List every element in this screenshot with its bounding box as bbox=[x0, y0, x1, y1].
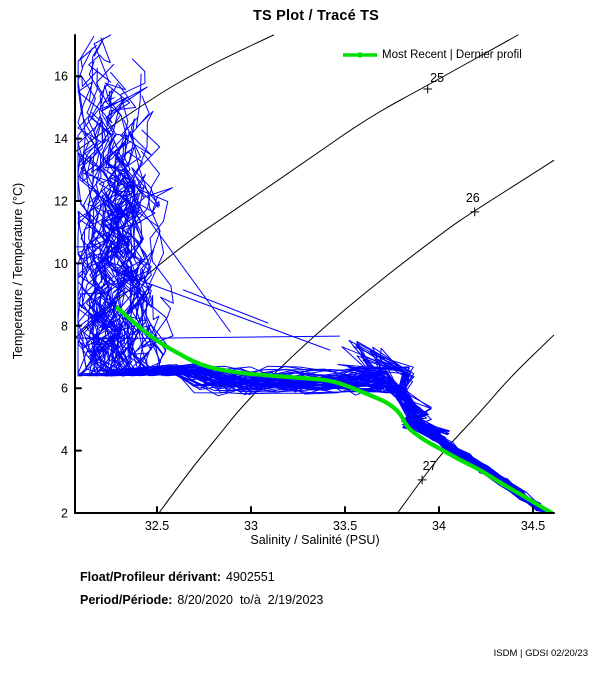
contour-marker-26 bbox=[470, 207, 480, 217]
float-id-line: Float/Profileur dérivant: 4902551 bbox=[80, 570, 275, 584]
contour-marker-27 bbox=[417, 475, 427, 485]
profile-line bbox=[111, 157, 549, 513]
profile-line bbox=[80, 111, 549, 513]
density-contour-24 bbox=[75, 34, 275, 152]
profile-line bbox=[95, 283, 523, 498]
profile-line bbox=[109, 172, 500, 480]
y-tick-label: 14 bbox=[54, 132, 68, 146]
credit-text: ISDM | GDSI 02/20/23 bbox=[493, 648, 588, 659]
profile-line bbox=[86, 72, 523, 497]
profile-outlier-segment bbox=[182, 289, 269, 324]
x-axis-label: Salinity / Salinité (PSU) bbox=[250, 533, 380, 547]
y-tick-label: 10 bbox=[54, 257, 68, 271]
plot-area bbox=[75, 34, 555, 513]
y-tick-label: 8 bbox=[61, 319, 68, 333]
profile-line bbox=[133, 129, 525, 501]
profile-line bbox=[88, 34, 521, 500]
profile-line bbox=[78, 240, 487, 470]
chart-title: TS Plot / Tracé TS bbox=[252, 8, 380, 24]
profile-line bbox=[109, 332, 539, 509]
density-contour-26 bbox=[158, 159, 555, 513]
profile-line bbox=[101, 119, 537, 511]
profile-line bbox=[123, 73, 540, 509]
profile-line bbox=[116, 151, 526, 499]
density-contour-27 bbox=[397, 334, 555, 513]
y-tick-label: 6 bbox=[61, 382, 68, 396]
x-tick-label: 34.5 bbox=[521, 519, 545, 533]
contour-label-26: 26 bbox=[466, 191, 480, 205]
profile-line bbox=[79, 84, 519, 497]
profile-line bbox=[132, 150, 553, 513]
float-label: Float/Profileur dérivant: bbox=[80, 570, 221, 584]
density-contour-25 bbox=[75, 34, 519, 338]
x-tick-label: 32.5 bbox=[145, 519, 169, 533]
y-tick-label: 4 bbox=[61, 444, 68, 458]
legend: Most Recent | Dernier profil bbox=[343, 49, 522, 61]
profile-line bbox=[125, 173, 525, 493]
period-label: Period/Période: bbox=[80, 593, 173, 607]
profile-line bbox=[79, 134, 536, 505]
period-value: 8/20/2020 to/à 2/19/2023 bbox=[177, 593, 324, 607]
contour-marker-25 bbox=[423, 84, 433, 94]
x-tick-label: 33.5 bbox=[333, 519, 357, 533]
profile-line bbox=[98, 304, 540, 508]
profile-line bbox=[100, 161, 540, 505]
x-tick-label: 33 bbox=[244, 519, 258, 533]
most-recent-profile-line bbox=[115, 305, 554, 513]
profile-line bbox=[105, 58, 525, 497]
period-line: Period/Période: 8/20/2020 to/à 2/19/2023 bbox=[80, 593, 323, 607]
profile-outlier-segment bbox=[111, 269, 331, 351]
x-tick-label: 34 bbox=[432, 519, 446, 533]
legend-label: Most Recent | Dernier profil bbox=[382, 49, 522, 61]
contour-label-25: 25 bbox=[430, 71, 444, 85]
profile-line bbox=[114, 131, 541, 507]
y-tick-label: 12 bbox=[54, 195, 68, 209]
legend-line-swatch bbox=[343, 52, 377, 58]
y-tick-label: 16 bbox=[54, 70, 68, 84]
profile-line bbox=[91, 90, 501, 485]
profile-line bbox=[121, 95, 523, 493]
profile-line bbox=[83, 67, 541, 504]
profile-line bbox=[90, 97, 541, 511]
y-tick-label: 2 bbox=[61, 507, 68, 521]
profile-line bbox=[104, 82, 540, 511]
y-axis-label: Temperature / Température (°C) bbox=[11, 182, 25, 360]
float-value: 4902551 bbox=[226, 570, 275, 584]
contour-label-27: 27 bbox=[423, 459, 437, 473]
profile-line bbox=[77, 114, 541, 506]
